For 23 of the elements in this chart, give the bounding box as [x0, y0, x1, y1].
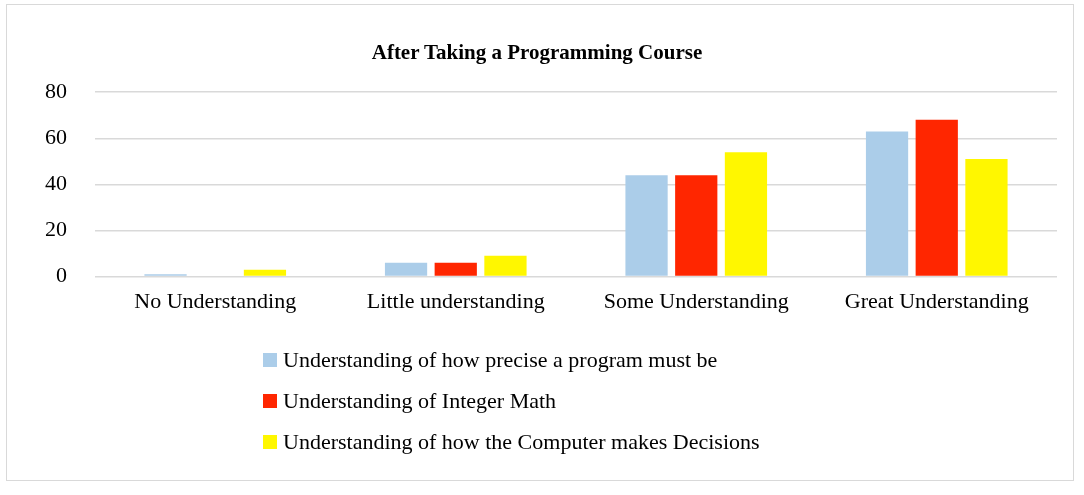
- y-tick-label: 0: [56, 262, 67, 288]
- legend-label: Understanding of how precise a program must be: [283, 346, 718, 373]
- legend-label: Understanding of how the Computer makes Decisions: [283, 428, 760, 455]
- x-tick-label: Some Understanding: [603, 287, 789, 313]
- x-tick-label: Great Understanding: [844, 287, 1029, 313]
- bar: [675, 175, 718, 276]
- x-tick-label: No Understanding: [134, 287, 297, 313]
- x-tick-label: Little understanding: [366, 287, 545, 313]
- y-tick-label: 60: [45, 124, 67, 150]
- legend-label: Understanding of Integer Math: [283, 387, 557, 414]
- bar: [865, 131, 909, 276]
- bar: [384, 262, 428, 276]
- bar: [965, 159, 1008, 276]
- bar: [625, 175, 668, 276]
- bar: [434, 262, 477, 276]
- bar: [484, 255, 527, 276]
- bar: [724, 152, 768, 276]
- y-tick-label: 40: [45, 170, 67, 196]
- y-tick-label: 20: [45, 216, 67, 242]
- bar: [915, 119, 958, 276]
- bar: [243, 269, 287, 276]
- y-tick-label: 80: [45, 77, 67, 103]
- chart-title: After Taking a Programming Course: [371, 40, 703, 65]
